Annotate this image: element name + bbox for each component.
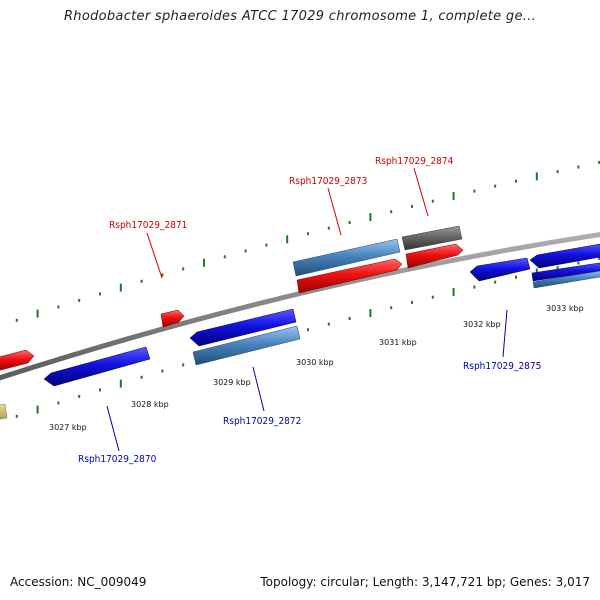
topology-summary: Topology: circular; Length: 3,147,721 bp… (260, 575, 590, 589)
gene-label-rsph17029-2875[interactable]: Rsph17029_2875 (463, 361, 541, 372)
gene-forward-left-edge[interactable] (0, 349, 35, 371)
kbp-label: 3032 kbp (463, 320, 501, 329)
gene-label-rsph17029-2873[interactable]: Rsph17029_2873 (289, 176, 367, 187)
gene-reverse-right-edge-2[interactable] (531, 262, 600, 282)
kbp-label: 3030 kbp (296, 358, 334, 367)
leader-line-rsph17029-2870 (106, 405, 120, 452)
gene-arrow-rsph17029-2871[interactable] (160, 309, 185, 328)
gene-reverse-right-edge[interactable] (529, 243, 600, 269)
leader-line-rsph17029-2872 (252, 366, 265, 412)
gene-arrow-rsph17029-2870[interactable] (43, 346, 151, 387)
kbp-label: 3027 kbp (49, 423, 87, 432)
feature-steel-reverse-right[interactable] (532, 270, 600, 289)
map-title: Rhodobacter sphaeroides ATCC 17029 chrom… (63, 9, 537, 24)
leader-line-rsph17029-2871 (146, 232, 163, 279)
leader-line-rsph17029-2874 (413, 167, 429, 217)
gene-arrow-rsph17029-2873[interactable] (296, 258, 403, 294)
kbp-label: 3029 kbp (213, 378, 251, 387)
tick-track (15, 160, 600, 418)
gene-label-rsph17029-2870[interactable]: Rsph17029_2870 (78, 454, 157, 465)
leader-line-rsph17029-2873 (327, 187, 342, 236)
kbp-label: 3031 kbp (379, 338, 417, 347)
chromosome-backbone (0, 232, 600, 381)
feature-khaki-left-edge[interactable] (0, 403, 8, 420)
leader-line-rsph17029-2875 (502, 309, 508, 358)
feature-steel-reverse[interactable] (192, 325, 301, 366)
gene-label-rsph17029-2871[interactable]: Rsph17029_2871 (109, 220, 187, 231)
gene-label-rsph17029-2872[interactable]: Rsph17029_2872 (223, 416, 301, 427)
gene-label-rsph17029-2874[interactable]: Rsph17029_2874 (375, 156, 454, 167)
kbp-label: 3033 kbp (546, 304, 584, 313)
gene-arrow-rsph17029-2874[interactable] (405, 243, 464, 269)
accession-label: Accession: NC_009049 (10, 575, 147, 589)
kbp-label: 3028 kbp (131, 400, 169, 409)
feature-grey-forward[interactable] (401, 225, 463, 251)
feature-steel-forward[interactable] (292, 238, 401, 277)
gene-arrow-rsph17029-2875[interactable] (469, 257, 531, 282)
gene-arrow-rsph17029-2872[interactable] (189, 308, 297, 347)
